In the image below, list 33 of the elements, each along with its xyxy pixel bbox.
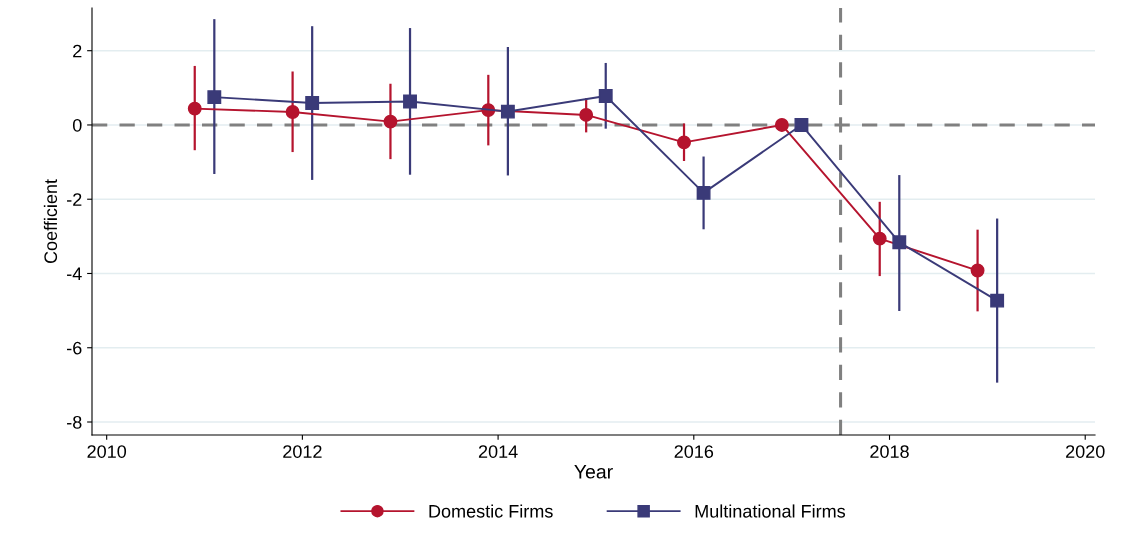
point — [207, 90, 222, 105]
y-tick-label: -2 — [67, 193, 82, 206]
point — [579, 107, 594, 122]
point — [285, 105, 300, 119]
x-tick-label: 2014 — [478, 445, 518, 458]
point — [774, 118, 789, 132]
point — [500, 104, 515, 119]
legend-label: Multinational Firms — [695, 504, 846, 518]
y-axis-title: Coefficient — [43, 179, 58, 264]
y-tick-label: -8 — [67, 415, 82, 429]
point — [677, 135, 691, 150]
x-tick-label: 2012 — [283, 445, 322, 458]
y-tick-label: 2 — [73, 44, 82, 58]
point — [872, 231, 887, 246]
legend-label: Domestic Firms — [429, 504, 553, 518]
x-tick-label: 2016 — [674, 445, 714, 458]
point — [305, 96, 320, 110]
point — [598, 89, 613, 103]
x-tick-label: 2020 — [1066, 445, 1105, 458]
point — [990, 293, 1005, 308]
point — [696, 185, 711, 200]
point — [970, 263, 985, 278]
point — [383, 114, 398, 129]
point — [403, 94, 417, 109]
point — [187, 101, 202, 116]
point — [892, 235, 907, 250]
y-tick-label: -6 — [67, 341, 82, 355]
x-tick-label: 2010 — [87, 445, 127, 458]
y-tick-label: -4 — [67, 267, 82, 281]
x-axis-title: Year — [574, 465, 613, 479]
x-tick-label: 2018 — [870, 445, 909, 458]
point — [794, 118, 809, 132]
y-tick-label: 0 — [72, 118, 82, 132]
